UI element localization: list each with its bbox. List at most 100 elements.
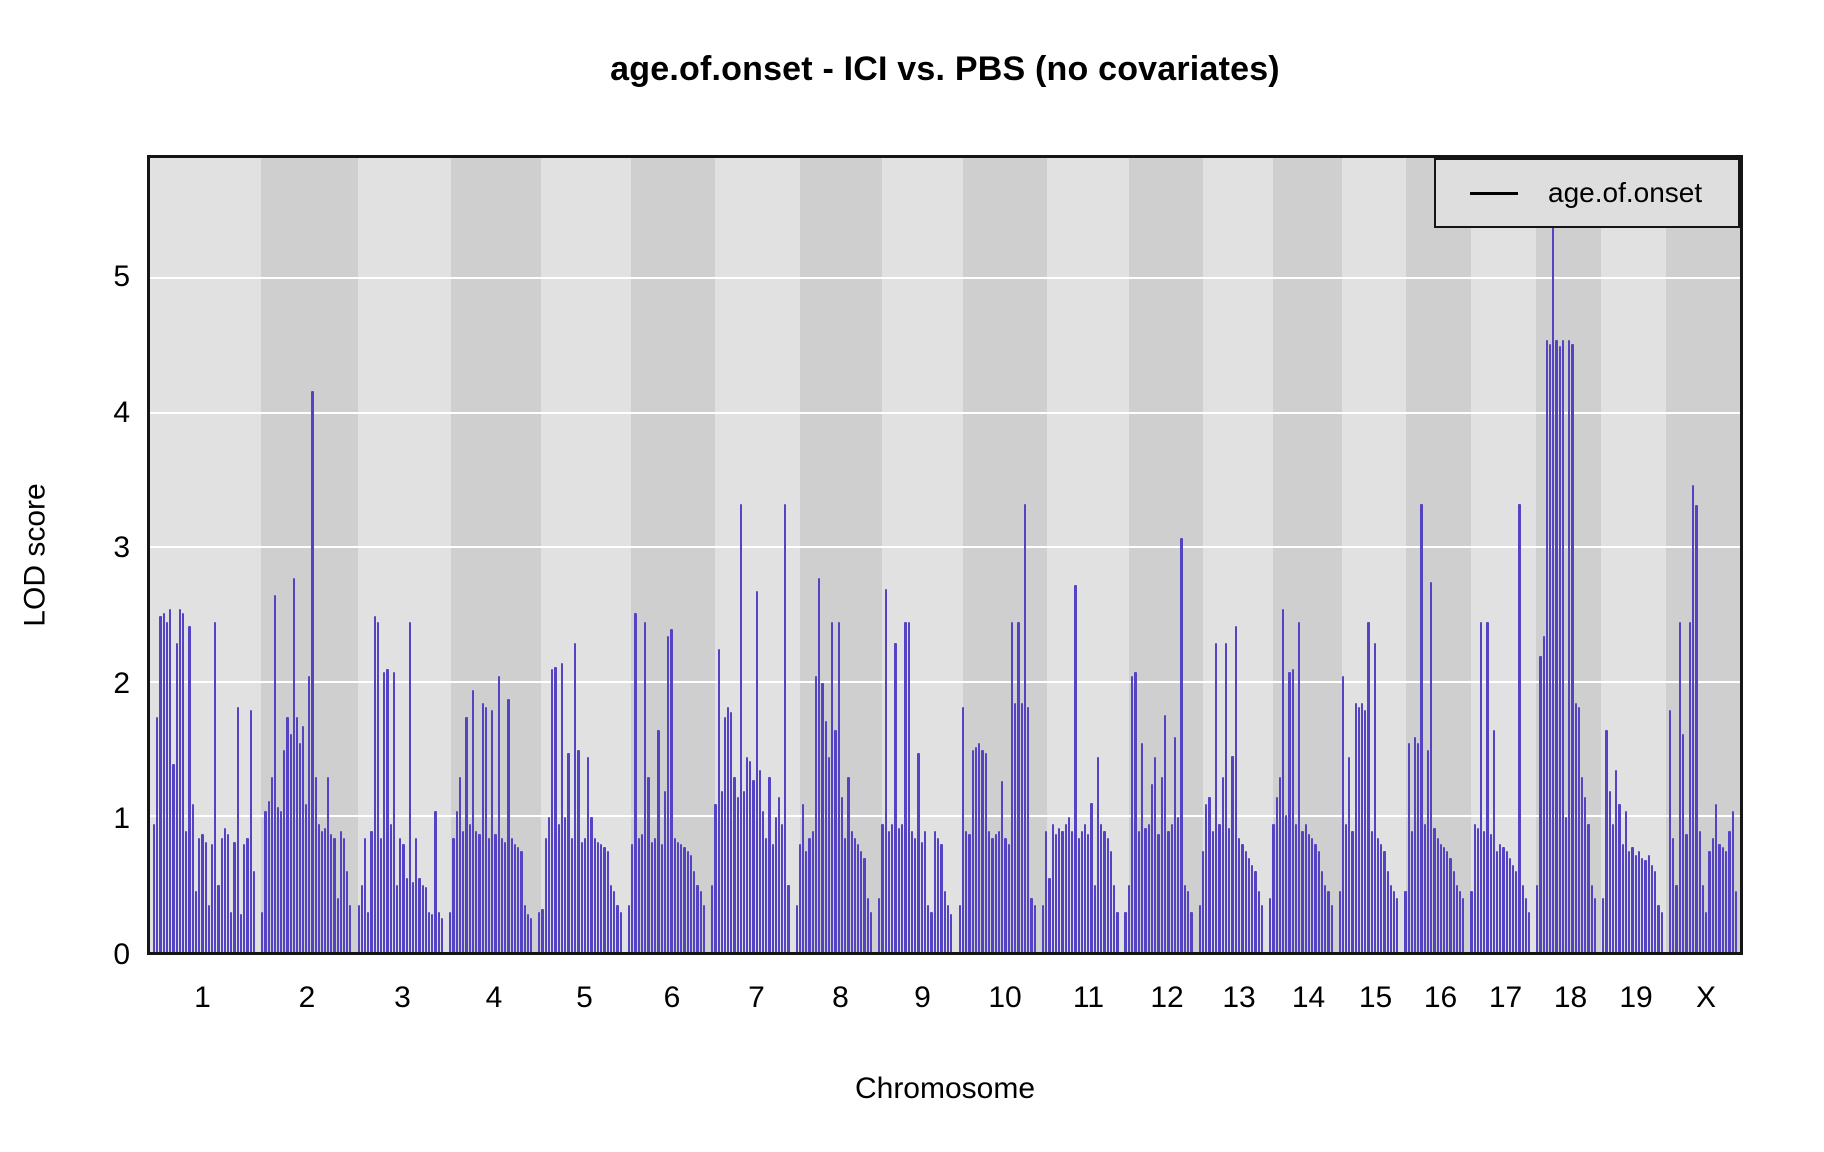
lod-bar xyxy=(298,743,302,952)
lod-bar xyxy=(1552,178,1555,952)
lod-bar xyxy=(850,830,853,952)
lod-bar xyxy=(1341,676,1344,952)
lod-bar xyxy=(1486,622,1489,952)
lod-bar xyxy=(478,833,481,952)
lod-bar xyxy=(1183,884,1187,952)
lod-bar xyxy=(349,904,352,952)
lod-bar xyxy=(411,882,415,952)
lod-bar xyxy=(693,871,696,952)
lod-bar xyxy=(1654,871,1657,952)
lod-bar xyxy=(1574,703,1577,952)
lod-bar xyxy=(408,622,411,952)
lod-bar xyxy=(1033,904,1036,952)
lod-bar xyxy=(1154,756,1157,952)
lod-bar xyxy=(910,830,914,952)
lod-bar xyxy=(1198,904,1201,952)
lod-bar xyxy=(961,707,965,952)
lod-bar xyxy=(507,699,510,952)
lod-bar xyxy=(465,716,468,952)
lod-bar xyxy=(680,844,683,952)
lod-bar xyxy=(727,707,730,952)
chromosome-16-bars xyxy=(1401,158,1467,952)
lod-bar xyxy=(1061,830,1064,952)
lod-bar xyxy=(452,837,455,952)
lod-bar xyxy=(1647,855,1650,952)
lod-bar xyxy=(603,847,606,952)
lod-bar xyxy=(702,904,706,952)
lod-bar xyxy=(1298,622,1301,952)
lod-bar xyxy=(1624,810,1628,952)
chromosome-band-16 xyxy=(1406,158,1471,952)
lod-bar xyxy=(1109,851,1113,952)
lod-bar xyxy=(647,777,650,952)
lod-bar xyxy=(1565,817,1568,952)
lod-bar xyxy=(449,911,452,952)
lod-bar xyxy=(1237,837,1241,952)
lod-bar xyxy=(971,750,974,952)
x-tick-label-18: 18 xyxy=(1553,981,1588,1014)
lod-bar xyxy=(1224,642,1228,952)
lod-bar xyxy=(1715,804,1718,952)
x-tick-label-15: 15 xyxy=(1358,981,1393,1014)
lod-bar xyxy=(1351,830,1354,952)
chromosome-1-bars xyxy=(150,158,258,952)
lod-bar xyxy=(1163,715,1167,952)
lod-bar xyxy=(207,904,210,952)
lod-bar xyxy=(1214,642,1218,952)
lod-bar xyxy=(1476,828,1479,952)
lod-bar xyxy=(399,837,402,952)
lod-bar xyxy=(1116,911,1119,952)
lod-bar xyxy=(1430,581,1433,952)
lod-bar xyxy=(201,833,204,952)
lod-bar xyxy=(1205,804,1208,952)
lod-bar xyxy=(1201,851,1205,952)
lod-bar xyxy=(657,729,660,952)
lod-bar xyxy=(660,844,663,952)
y-tick-label-1: 1 xyxy=(113,802,130,836)
lod-bar xyxy=(1134,672,1137,952)
lod-bar xyxy=(1190,911,1193,952)
lod-bar xyxy=(1257,891,1260,952)
lod-bar xyxy=(1615,770,1618,952)
lod-bar xyxy=(236,707,239,952)
lod-bar xyxy=(1436,837,1439,952)
lod-bars-layer xyxy=(150,158,1740,952)
chromosome-11-bars xyxy=(1039,158,1121,952)
x-tick-label-13: 13 xyxy=(1222,981,1256,1014)
lod-bar xyxy=(774,817,777,952)
lod-bar xyxy=(1495,851,1499,952)
lod-bar xyxy=(1113,884,1116,952)
lod-bar xyxy=(653,837,657,952)
lod-bar xyxy=(317,824,320,952)
lod-bar xyxy=(1218,824,1221,952)
lod-bar xyxy=(1288,672,1291,952)
legend-label: age.of.onset xyxy=(1548,177,1703,208)
lod-bar xyxy=(613,891,616,952)
lod-bar xyxy=(950,914,953,952)
lod-bar xyxy=(840,797,844,952)
chromosome-7-bars xyxy=(708,158,792,952)
lod-bar xyxy=(286,716,289,952)
lod-bar xyxy=(1364,709,1367,952)
lod-bar xyxy=(494,833,497,952)
lod-bar xyxy=(670,629,673,952)
lod-bar xyxy=(1698,830,1701,952)
lod-bar xyxy=(596,841,600,952)
lod-bar xyxy=(831,622,834,952)
lod-bar xyxy=(434,810,437,952)
lod-bar xyxy=(795,904,798,952)
lod-bar xyxy=(827,756,831,952)
lod-bar xyxy=(305,804,308,952)
lod-bar xyxy=(676,841,680,952)
x-tick-label-1: 1 xyxy=(194,981,211,1014)
lod-bar xyxy=(1281,608,1285,952)
lod-bar xyxy=(923,830,927,952)
lod-bar xyxy=(863,857,866,952)
lod-bar xyxy=(564,817,567,952)
lod-bar xyxy=(1291,669,1294,952)
lod-bar xyxy=(468,824,471,952)
lod-bar xyxy=(1330,904,1333,952)
lod-bar xyxy=(1555,339,1558,952)
lod-bar xyxy=(1377,837,1380,952)
